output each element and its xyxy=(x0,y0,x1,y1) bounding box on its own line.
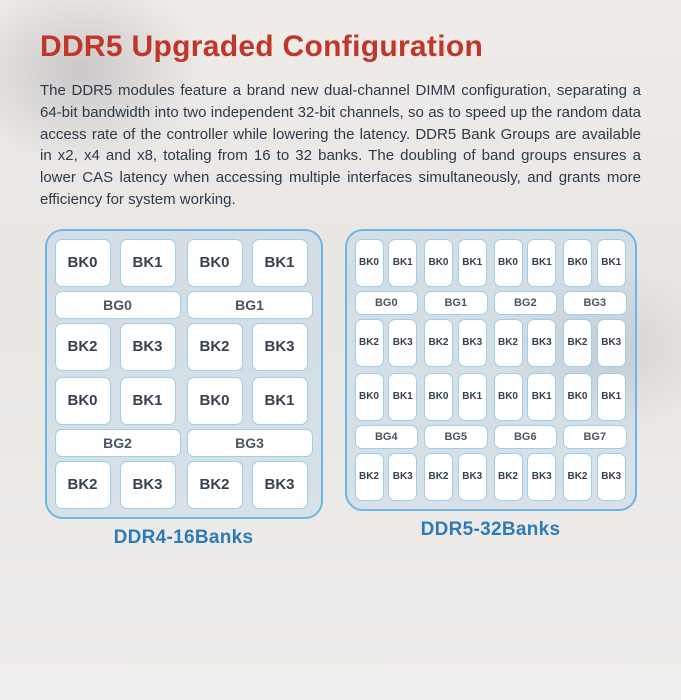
bank-cell: BK0 xyxy=(563,239,592,287)
bank-group-label: BG0 xyxy=(355,291,419,315)
bank-cell: BK1 xyxy=(388,373,417,421)
diagram-row: BK0 BK1 BG0 BK2 BK3 BK0 BK1 BG1 BK2 BK3 … xyxy=(40,229,641,549)
bank-cell: BK2 xyxy=(355,319,384,367)
bank-cell: BK1 xyxy=(252,377,308,425)
bank-group-label: BG2 xyxy=(55,429,181,457)
bank-cell: BK0 xyxy=(494,373,523,421)
bank-cell: BK3 xyxy=(120,323,176,371)
bank-group: BK0 BK1 BG1 BK2 BK3 xyxy=(187,239,313,371)
bank-cell: BK1 xyxy=(527,239,556,287)
bank-cell: BK1 xyxy=(597,373,626,421)
bank-cell: BK3 xyxy=(252,323,308,371)
bank-group-label: BG7 xyxy=(563,425,627,449)
bank-cell: BK0 xyxy=(187,239,243,287)
bank-cell: BK3 xyxy=(388,319,417,367)
bank-cell: BK2 xyxy=(187,461,243,509)
bank-cell: BK3 xyxy=(120,461,176,509)
bank-cell: BK3 xyxy=(388,453,417,501)
ddr4-half-top: BK0 BK1 BG0 BK2 BK3 BK0 BK1 BG1 BK2 BK3 xyxy=(55,239,313,371)
bank-cell: BK3 xyxy=(252,461,308,509)
bank-cell: BK3 xyxy=(527,319,556,367)
bank-cell: BK0 xyxy=(494,239,523,287)
bank-group-label: BG2 xyxy=(494,291,558,315)
ddr5-half-bottom: BK0 BK1 BG4 BK2 BK3 BK0 BK1 BG5 BK2 BK3 … xyxy=(355,373,627,501)
bank-group-label: BG3 xyxy=(563,291,627,315)
bank-cell: BK1 xyxy=(388,239,417,287)
bank-group: BK0 BK1 BG0 BK2 BK3 xyxy=(55,239,181,371)
bank-cell: BK2 xyxy=(187,323,243,371)
bank-cell: BK0 xyxy=(55,239,111,287)
bank-cell: BK2 xyxy=(494,319,523,367)
bank-cell: BK0 xyxy=(355,239,384,287)
bank-group: BK0 BK1 BG2 BK2 BK3 xyxy=(55,377,181,509)
bank-cell: BK2 xyxy=(563,319,592,367)
bank-group-label: BG1 xyxy=(187,291,313,319)
bank-group: BK0 BK1 BG5 BK2 BK3 xyxy=(424,373,488,501)
ddr5-caption: DDR5-32Banks xyxy=(421,519,561,541)
bank-cell: BK1 xyxy=(252,239,308,287)
bank-cell: BK0 xyxy=(563,373,592,421)
bank-cell: BK2 xyxy=(424,453,453,501)
bank-cell: BK1 xyxy=(527,373,556,421)
bank-cell: BK3 xyxy=(458,453,487,501)
bank-group: BK0 BK1 BG1 BK2 BK3 xyxy=(424,239,488,367)
bank-group-label: BG0 xyxy=(55,291,181,319)
ddr4-caption: DDR4-16Banks xyxy=(114,527,254,549)
ddr4-diagram: BK0 BK1 BG0 BK2 BK3 BK0 BK1 BG1 BK2 BK3 … xyxy=(45,229,323,549)
bank-group: BK0 BK1 BG2 BK2 BK3 xyxy=(494,239,558,367)
bank-cell: BK3 xyxy=(597,319,626,367)
bank-group-label: BG1 xyxy=(424,291,488,315)
bank-group-label: BG6 xyxy=(494,425,558,449)
bank-cell: BK2 xyxy=(355,453,384,501)
bank-cell: BK0 xyxy=(355,373,384,421)
bank-cell: BK2 xyxy=(563,453,592,501)
bank-cell: BK1 xyxy=(597,239,626,287)
bank-group: BK0 BK1 BG7 BK2 BK3 xyxy=(563,373,627,501)
bank-cell: BK2 xyxy=(55,461,111,509)
bank-cell: BK0 xyxy=(424,373,453,421)
bank-cell: BK2 xyxy=(424,319,453,367)
bank-cell: BK0 xyxy=(55,377,111,425)
bank-cell: BK0 xyxy=(187,377,243,425)
bank-cell: BK3 xyxy=(527,453,556,501)
bank-cell: BK2 xyxy=(55,323,111,371)
page-title: DDR5 Upgraded Configuration xyxy=(40,30,641,64)
bank-group-label: BG5 xyxy=(424,425,488,449)
bank-cell: BK3 xyxy=(597,453,626,501)
ddr4-half-bottom: BK0 BK1 BG2 BK2 BK3 BK0 BK1 BG3 BK2 BK3 xyxy=(55,377,313,509)
ddr5-diagram: BK0 BK1 BG0 BK2 BK3 BK0 BK1 BG1 BK2 BK3 … xyxy=(345,229,637,549)
ddr5-outer-box: BK0 BK1 BG0 BK2 BK3 BK0 BK1 BG1 BK2 BK3 … xyxy=(345,229,637,511)
bank-group: BK0 BK1 BG3 BK2 BK3 xyxy=(563,239,627,367)
bank-group: BK0 BK1 BG3 BK2 BK3 xyxy=(187,377,313,509)
bank-cell: BK1 xyxy=(458,239,487,287)
bank-cell: BK1 xyxy=(120,377,176,425)
bank-cell: BK0 xyxy=(424,239,453,287)
bank-cell: BK1 xyxy=(458,373,487,421)
ddr4-outer-box: BK0 BK1 BG0 BK2 BK3 BK0 BK1 BG1 BK2 BK3 … xyxy=(45,229,323,519)
bank-cell: BK1 xyxy=(120,239,176,287)
bank-group: BK0 BK1 BG6 BK2 BK3 xyxy=(494,373,558,501)
bank-group: BK0 BK1 BG4 BK2 BK3 xyxy=(355,373,419,501)
bank-cell: BK3 xyxy=(458,319,487,367)
bank-group-label: BG4 xyxy=(355,425,419,449)
bank-cell: BK2 xyxy=(494,453,523,501)
body-paragraph: The DDR5 modules feature a brand new dua… xyxy=(40,80,641,211)
bank-group: BK0 BK1 BG0 BK2 BK3 xyxy=(355,239,419,367)
ddr5-half-top: BK0 BK1 BG0 BK2 BK3 BK0 BK1 BG1 BK2 BK3 … xyxy=(355,239,627,367)
bank-group-label: BG3 xyxy=(187,429,313,457)
